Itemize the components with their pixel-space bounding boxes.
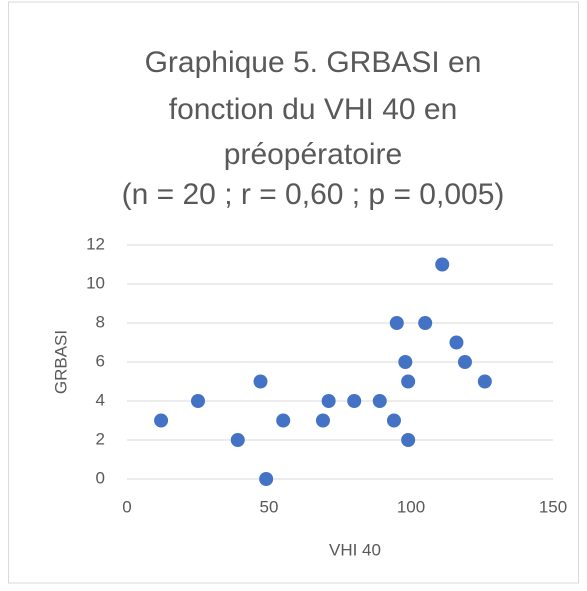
x-axis-label: VHI 40 (329, 540, 381, 559)
data-point (389, 316, 404, 330)
chart-title: fonction du VHI 40 en (169, 93, 458, 126)
data-point (401, 433, 416, 447)
y-tick-label: 10 (86, 273, 105, 292)
data-point (449, 335, 464, 350)
y-tick-label: 4 (96, 390, 105, 409)
data-point (276, 413, 291, 428)
data-point (154, 413, 169, 428)
data-point (401, 374, 416, 389)
data-point (372, 394, 387, 408)
chart-border (8, 1, 579, 584)
y-tick-label: 8 (96, 312, 105, 331)
x-tick-label: 0 (122, 497, 131, 516)
y-axis-label: GRBASI (51, 330, 70, 394)
data-point (321, 394, 336, 408)
x-tick-label: 150 (539, 497, 567, 516)
data-point (418, 316, 433, 330)
x-tick-label: 50 (260, 497, 279, 516)
chart-title: Graphique 5. GRBASI en (145, 46, 482, 79)
chart-title: préopératoire (224, 138, 402, 171)
y-tick-label: 6 (96, 351, 105, 370)
data-point (386, 413, 401, 428)
y-tick-label: 12 (86, 234, 105, 253)
x-tick-label: 100 (397, 497, 425, 516)
data-point (457, 355, 472, 369)
data-point (253, 374, 268, 389)
data-point (191, 394, 205, 408)
data-point (315, 413, 330, 428)
data-point (347, 394, 362, 408)
data-point (477, 374, 492, 389)
data-point (259, 472, 274, 486)
y-tick-label: 0 (96, 468, 105, 487)
y-tick-label: 2 (96, 429, 105, 448)
data-point (398, 355, 413, 369)
chart-title: (n = 20 ; r = 0,60 ; p = 0,005) (122, 178, 505, 211)
data-point (435, 257, 450, 272)
data-point (230, 433, 245, 447)
